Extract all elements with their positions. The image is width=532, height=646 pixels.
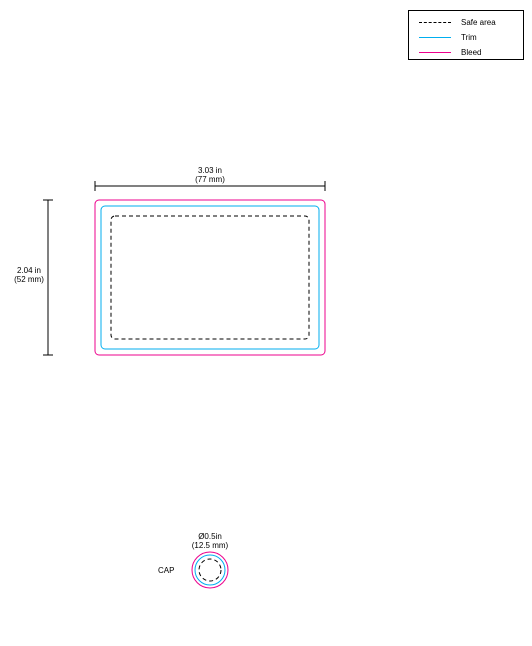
cap-bleed-circle — [192, 552, 228, 588]
main-bleed-rect — [95, 200, 325, 355]
cap-dia-mm: (12.5 mm) — [192, 541, 228, 550]
cap-dia-inches: Ø0.5in — [198, 532, 222, 541]
cap-label: CAP — [158, 566, 174, 575]
width-dimension-label: 3.03 in (77 mm) — [180, 166, 240, 184]
height-inches: 2.04 in — [17, 266, 41, 275]
main-safe-rect — [111, 216, 309, 339]
width-mm: (77 mm) — [195, 175, 225, 184]
cap-safe-circle — [199, 559, 221, 581]
height-dimension-label: 2.04 in (52 mm) — [10, 266, 48, 284]
dieline-diagram: Safe areaTrimBleed 3.03 in (77 mm) 2.04 … — [0, 0, 532, 646]
height-mm: (52 mm) — [14, 275, 44, 284]
width-inches: 3.03 in — [198, 166, 222, 175]
cap-diameter-label: Ø0.5in (12.5 mm) — [188, 532, 232, 550]
dieline-svg — [0, 0, 532, 646]
main-trim-rect — [101, 206, 319, 349]
